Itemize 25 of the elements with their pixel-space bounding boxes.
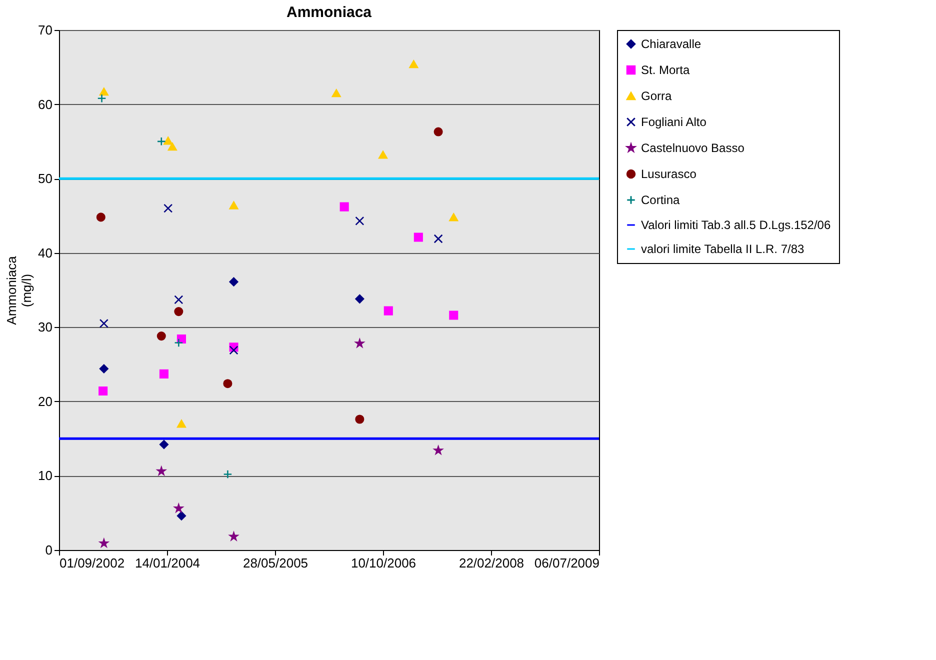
x-tick-label: 28/05/2005 — [242, 556, 308, 570]
y-tick-label: 20 — [38, 394, 52, 409]
y-tick-label: 70 — [38, 22, 52, 38]
legend-label: Lusurasco — [641, 167, 697, 181]
y-tick-label: 30 — [38, 320, 52, 335]
x-tick-label: 14/01/2004 — [134, 556, 200, 570]
x-tick-label: 06/07/2009 — [534, 556, 600, 570]
legend-label: Cortina — [641, 193, 680, 207]
y-tick-label: 0 — [45, 542, 52, 558]
legend-label: St. Morta — [641, 63, 690, 77]
y-tick-label: 10 — [38, 468, 52, 484]
x-tick-label: 22/02/2008 — [458, 556, 524, 570]
legend-label: valori limite Tabella II L.R. 7/83 — [641, 242, 805, 256]
chart-title: Ammoniaca — [286, 4, 372, 21]
y-tick-label: 60 — [38, 96, 52, 112]
y-axis-title: Ammoniaca (mg/l) — [4, 255, 34, 325]
legend-label: Castelnuovo Basso — [641, 141, 745, 155]
y-tick-label: 40 — [38, 245, 52, 260]
y-tick-label: 50 — [38, 171, 52, 186]
x-tick-label: 10/10/2006 — [350, 556, 416, 570]
legend-label: Chiaravalle — [641, 37, 702, 51]
legend-label: Valori limiti Tab.3 all.5 D.Lgs.152/06 — [641, 218, 831, 232]
legend-label: Gorra — [641, 89, 672, 103]
x-tick-label: 01/09/2002 — [60, 556, 125, 570]
legend-label: Fogliani Alto — [641, 115, 707, 129]
